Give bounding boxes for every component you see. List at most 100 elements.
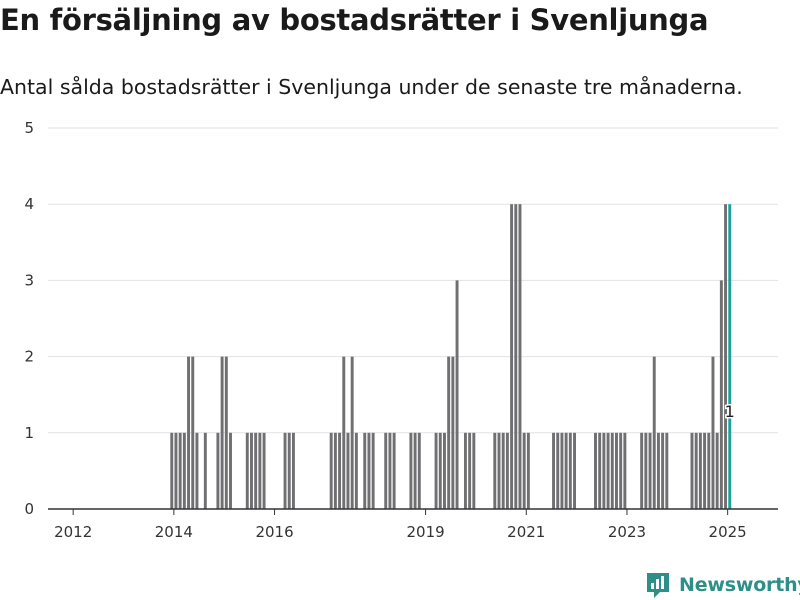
bar <box>594 432 597 509</box>
y-tick-label: 4 <box>24 195 34 213</box>
highlight-value-label: 1 <box>725 402 735 421</box>
bar <box>291 432 295 509</box>
bar <box>505 432 509 509</box>
bar-highlight <box>728 204 732 509</box>
bar <box>287 432 291 509</box>
data-labels: 1 <box>723 400 736 422</box>
bar <box>652 356 656 509</box>
brand-name: Newsworthy <box>679 574 800 596</box>
bar <box>463 432 467 509</box>
x-axis-ticks: 2012 2014 2016 2019 2021 2023 2025 <box>54 509 747 541</box>
bar <box>568 432 572 509</box>
bar <box>245 432 249 509</box>
bar <box>178 432 182 509</box>
bar <box>338 432 342 509</box>
bar <box>392 432 396 509</box>
bar <box>640 432 644 509</box>
chart-title: En försäljning av bostadsrätter i Svenlj… <box>0 3 709 37</box>
y-tick-label: 0 <box>24 500 34 518</box>
x-tick-label: 2016 <box>255 523 293 541</box>
y-tick-label: 2 <box>24 348 34 366</box>
bar <box>661 432 665 509</box>
x-tick-label: 2012 <box>54 523 92 541</box>
bar <box>472 432 476 509</box>
bar <box>195 432 199 509</box>
bar <box>447 356 451 509</box>
bar <box>497 432 501 509</box>
newsworthy-chart-bubble-icon <box>647 573 669 598</box>
bar <box>619 432 623 509</box>
bar <box>455 280 459 509</box>
y-tick-label: 3 <box>24 271 34 289</box>
bar <box>229 432 232 509</box>
bar <box>346 432 350 509</box>
bar <box>518 204 522 509</box>
bar <box>342 356 346 509</box>
bar <box>384 432 388 509</box>
bar <box>442 432 446 509</box>
bar <box>258 432 262 509</box>
x-tick-label: 2023 <box>608 523 646 541</box>
bar <box>409 432 413 509</box>
bar <box>648 432 652 509</box>
y-tick-label: 1 <box>24 424 34 442</box>
bar <box>434 432 438 509</box>
bar <box>283 432 287 509</box>
bar <box>724 204 728 509</box>
chart-subtitle: Antal sålda bostadsrätter i Svenljunga u… <box>0 75 743 99</box>
bar <box>203 432 207 509</box>
bar <box>690 432 694 509</box>
bar <box>501 432 505 509</box>
x-tick-label: 2019 <box>406 523 444 541</box>
bar <box>719 280 723 509</box>
bar <box>694 432 698 509</box>
x-tick-label: 2021 <box>507 523 545 541</box>
bar <box>606 432 610 509</box>
bar <box>514 204 518 509</box>
bar <box>170 432 174 509</box>
bar <box>556 432 560 509</box>
bar <box>182 432 186 509</box>
bar <box>417 432 421 509</box>
y-tick-label: 5 <box>24 119 34 137</box>
newsworthy-logo: Newsworthy <box>645 570 800 600</box>
bar <box>526 432 530 509</box>
bar <box>711 356 715 509</box>
bar <box>703 432 707 509</box>
bar <box>371 432 375 509</box>
x-tick-label: 2025 <box>709 523 747 541</box>
bar <box>707 432 711 509</box>
bar <box>451 356 455 509</box>
bar <box>493 432 497 509</box>
bar <box>350 356 354 509</box>
bar <box>354 432 358 509</box>
bar <box>187 356 191 509</box>
bar <box>698 432 702 509</box>
bar <box>254 432 258 509</box>
bar-chart: 0 1 2 3 4 5 2012 2 0 1 4 2016 2019 2021 2023 2025 1 <box>24 119 778 541</box>
bar <box>220 356 224 509</box>
bar <box>615 432 618 509</box>
bar <box>367 432 371 509</box>
bar <box>656 432 660 509</box>
gridlines <box>48 127 778 434</box>
bar <box>623 432 627 509</box>
bar <box>602 432 606 509</box>
bar <box>573 432 576 509</box>
bar <box>552 432 556 509</box>
bar <box>262 432 266 509</box>
bar <box>598 432 602 509</box>
bar <box>388 432 392 509</box>
bar <box>522 432 526 509</box>
y-axis-tick-labels: 0 1 2 3 4 5 <box>24 119 34 518</box>
bar <box>329 432 333 509</box>
bar <box>333 432 337 509</box>
bar <box>250 432 253 509</box>
bar <box>413 432 417 509</box>
bars <box>170 204 732 509</box>
bar <box>224 356 228 509</box>
bar <box>191 356 195 509</box>
bar <box>510 204 514 509</box>
bar <box>610 432 614 509</box>
bar <box>564 432 568 509</box>
